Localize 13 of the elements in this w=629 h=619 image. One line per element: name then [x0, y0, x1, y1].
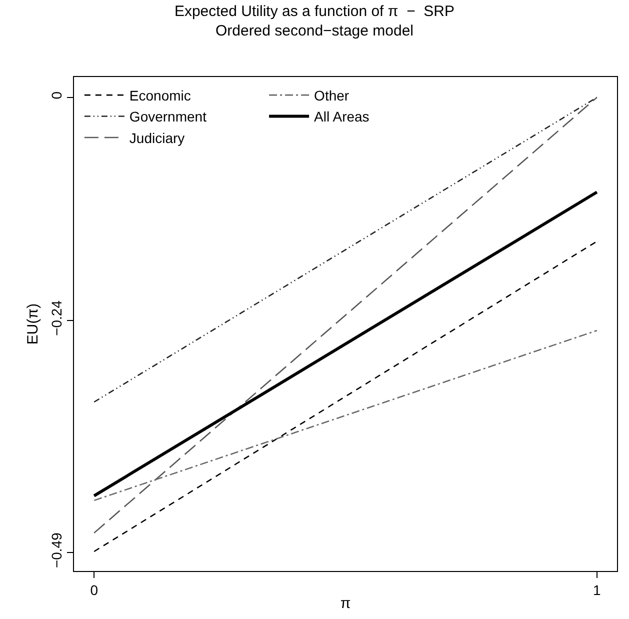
legend-label: Government	[129, 108, 207, 125]
x-tick-label: 1	[592, 582, 601, 598]
y-tick-label: −0.49	[48, 532, 64, 568]
y-tick-label: 0	[48, 91, 64, 100]
chart-title: Expected Utility as a function of π − SRP	[174, 3, 455, 20]
y-axis-title: EU(π)	[24, 303, 42, 345]
y-tick-label: −0.24	[48, 300, 64, 336]
legend-label: Judiciary	[129, 130, 185, 146]
legend-label: Economic	[129, 88, 191, 104]
legend-label: All Areas	[314, 108, 370, 125]
x-axis-title: π	[340, 594, 351, 612]
legend-label: Other	[314, 88, 350, 104]
chart-subtitle: Ordered second−stage model	[215, 22, 414, 40]
